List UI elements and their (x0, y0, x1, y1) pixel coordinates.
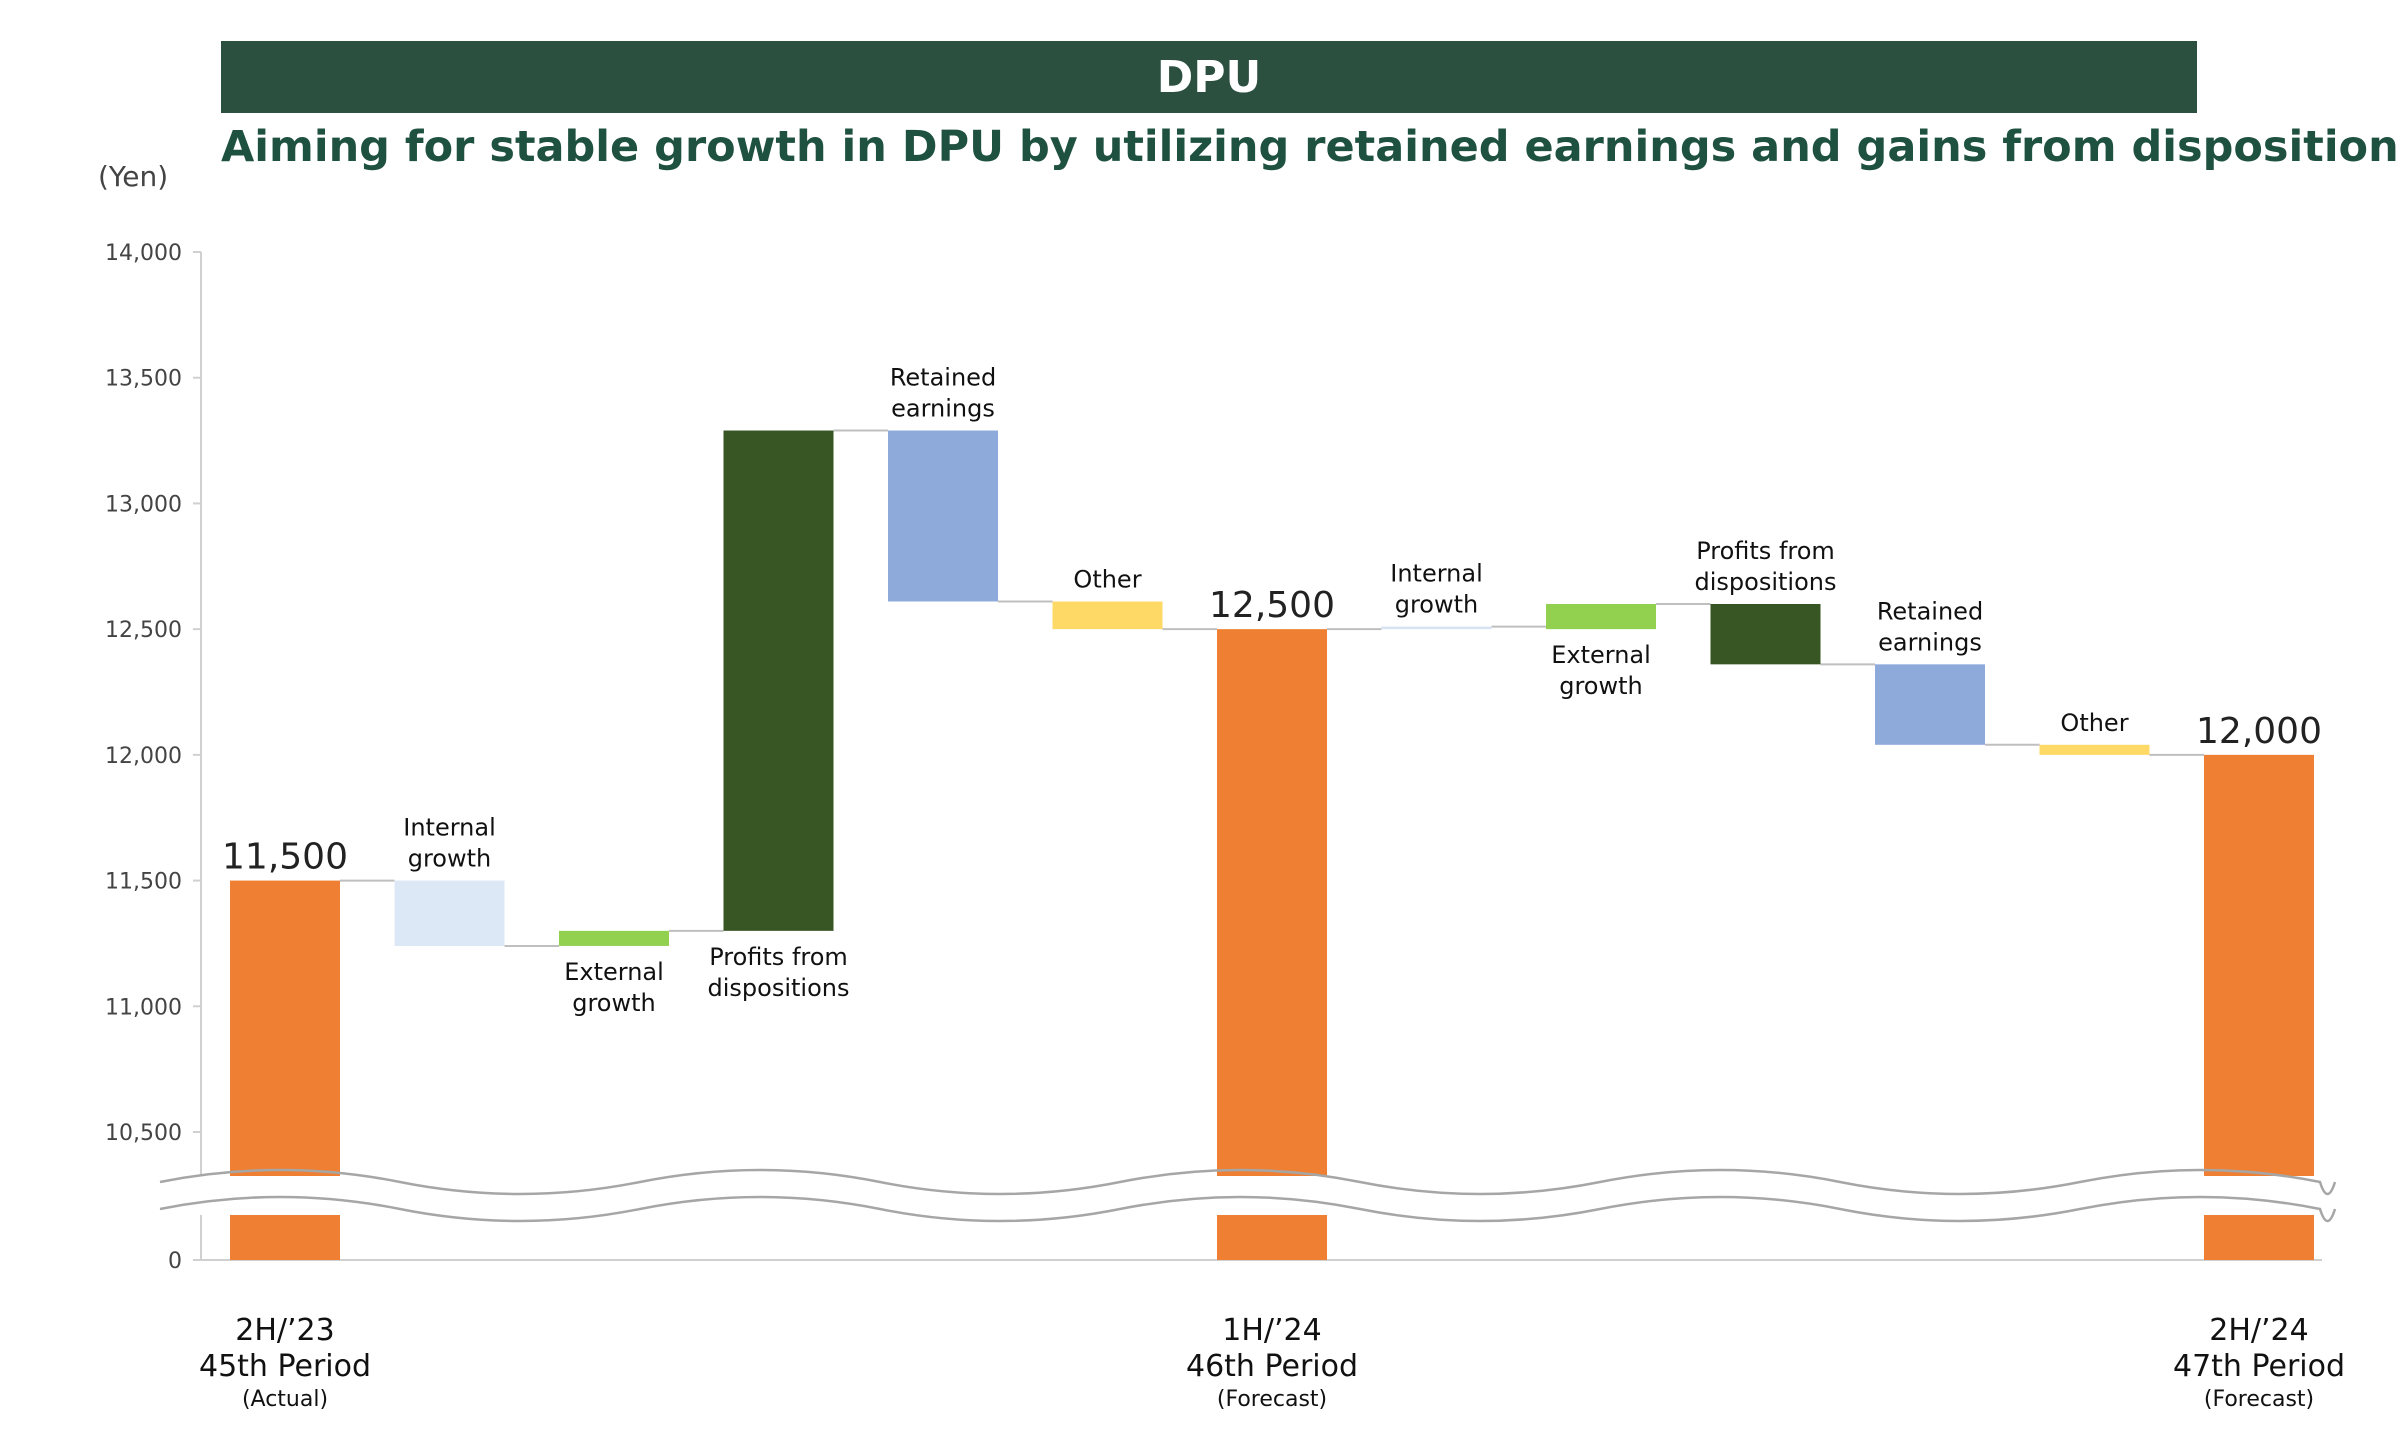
axis-break (150, 1168, 2350, 1223)
headline: Aiming for stable growth in DPU by utili… (221, 122, 2400, 172)
category-period-label: 1H/’24 (1222, 1313, 1321, 1348)
step-label: Profits from (1696, 537, 1835, 565)
connectors (340, 429, 2204, 947)
step-bar (1052, 601, 1163, 630)
step-label: Internal (403, 814, 496, 842)
step-bar (2039, 744, 2150, 755)
y-unit-label: (Yen) (98, 160, 168, 193)
y-tick-label: 12,000 (105, 744, 182, 769)
y-tick-label: 13,500 (105, 367, 182, 392)
step-label: earnings (891, 395, 995, 423)
total-bar (1217, 629, 1327, 1260)
y-tick-label: 11,500 (105, 870, 182, 895)
y-tick-label: 12,500 (105, 618, 182, 643)
category-period-status: (Forecast) (1217, 1387, 1327, 1412)
y-tick-label: 13,000 (105, 492, 182, 517)
category-period-label: 2H/’24 (2209, 1313, 2308, 1348)
axis-break-band (150, 1176, 2350, 1215)
banner-title: DPU (221, 41, 2197, 113)
step-label: growth (408, 845, 492, 873)
step-bar (1710, 604, 1821, 665)
step-label: Internal (1390, 560, 1483, 588)
axis-break-line (159, 1195, 2337, 1223)
step-label: External (1551, 641, 1651, 669)
step-label: External (564, 958, 664, 986)
axes: 14,000 13,500 13,000 12,500 12,000 11,500 11,0… (105, 241, 2322, 1274)
step-label: growth (572, 989, 656, 1017)
step-label: Retained (890, 364, 996, 392)
step-label: earnings (1878, 628, 1982, 656)
step-bar (394, 880, 505, 946)
step-bar (1875, 664, 1985, 745)
total-value-label: 12,500 (1209, 585, 1335, 626)
category-period-status: (Forecast) (2204, 1387, 2314, 1412)
step-bar (888, 430, 998, 602)
step-label: Other (2060, 709, 2128, 737)
total-bar (2204, 754, 2314, 1260)
step-label: growth (1395, 591, 1479, 619)
category-period-number: 46th Period (1186, 1349, 1358, 1384)
step-label: Retained (1877, 597, 1983, 625)
step-bar (559, 930, 669, 946)
total-value-label: 12,000 (2196, 711, 2322, 752)
y-tick-label: 10,500 (105, 1121, 182, 1146)
category-period-status: (Actual) (242, 1387, 328, 1412)
step-label: dispositions (708, 974, 850, 1002)
total-value-label: 11,500 (222, 837, 348, 878)
step-label: Other (1073, 565, 1141, 593)
category-period-number: 45th Period (199, 1349, 371, 1384)
bars (230, 430, 2314, 1260)
step-label: Profits from (709, 943, 848, 971)
axis-break-line (159, 1168, 2337, 1196)
step-bar (723, 430, 834, 931)
category-period-number: 47th Period (2173, 1349, 2345, 1384)
bar-labels: 11,500 Internal growth External growth Profit… (222, 364, 2322, 1017)
step-label: dispositions (1695, 568, 1837, 596)
step-bar (1546, 604, 1656, 630)
y-tick-label: 14,000 (105, 241, 182, 266)
y-tick-label: 11,000 (105, 995, 182, 1020)
step-bar (1381, 626, 1492, 630)
category-period-label: 2H/’23 (235, 1313, 334, 1348)
y-tick-label: 0 (168, 1249, 182, 1274)
step-label: growth (1559, 672, 1643, 700)
